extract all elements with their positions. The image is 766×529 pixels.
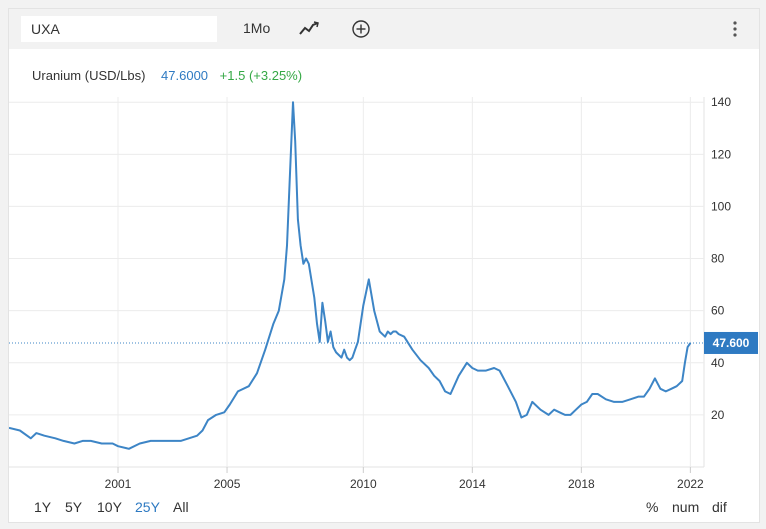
last-price-label: 47.600 [704,331,758,354]
range-bar: 1Y 5Y 10Y 25Y All % num dif [9,497,759,521]
legend-change: +1.5 (+3.25%) [220,68,302,83]
x-tick-label: 2018 [568,477,595,491]
y-tick-label: 60 [711,304,725,318]
last-price-value: 47.600 [713,336,750,350]
x-tick-label: 2022 [677,477,704,491]
range-25y-button[interactable]: 25Y [135,499,160,515]
line-chart-icon[interactable] [297,18,321,40]
y-tick-label: 40 [711,356,725,370]
y-tick-label: 80 [711,252,725,266]
legend-name: Uranium (USD/Lbs) [32,68,145,83]
period-button[interactable]: 1Mo [243,20,271,36]
mode-dif-button[interactable]: dif [712,499,727,515]
vertical-dots-icon[interactable] [729,18,741,40]
x-axis: 2001 2005 2010 2014 2018 2022 [105,467,704,491]
mode-percent-button[interactable]: % [646,499,659,515]
y-tick-label: 140 [711,95,731,109]
chart-toolbar: 1Mo [9,9,759,49]
y-axis: 20 40 60 80 100 120 140 [711,95,731,422]
range-10y-button[interactable]: 10Y [97,499,122,515]
x-tick-label: 2001 [105,477,132,491]
plus-circle-icon[interactable] [350,18,372,40]
x-tick-label: 2010 [350,477,377,491]
series-line [9,101,692,450]
grid-lines [9,97,705,468]
y-tick-label: 100 [711,199,731,213]
x-tick-label: 2014 [459,477,486,491]
legend-value: 47.6000 [161,68,208,83]
y-tick-label: 120 [711,147,731,161]
chart-widget: 1Mo 20 40 60 80 100 120 140 2001 2005 2010 20 [8,8,760,523]
symbol-input[interactable] [21,16,217,42]
legend: Uranium (USD/Lbs) 47.6000 +1.5 (+3.25%) [32,68,302,83]
y-tick-label: 20 [711,408,725,422]
range-all-button[interactable]: All [173,499,189,515]
mode-num-button[interactable]: num [672,499,700,515]
range-5y-button[interactable]: 5Y [65,499,83,515]
range-1y-button[interactable]: 1Y [34,499,52,515]
x-tick-label: 2005 [214,477,241,491]
last-price-background [704,331,758,354]
